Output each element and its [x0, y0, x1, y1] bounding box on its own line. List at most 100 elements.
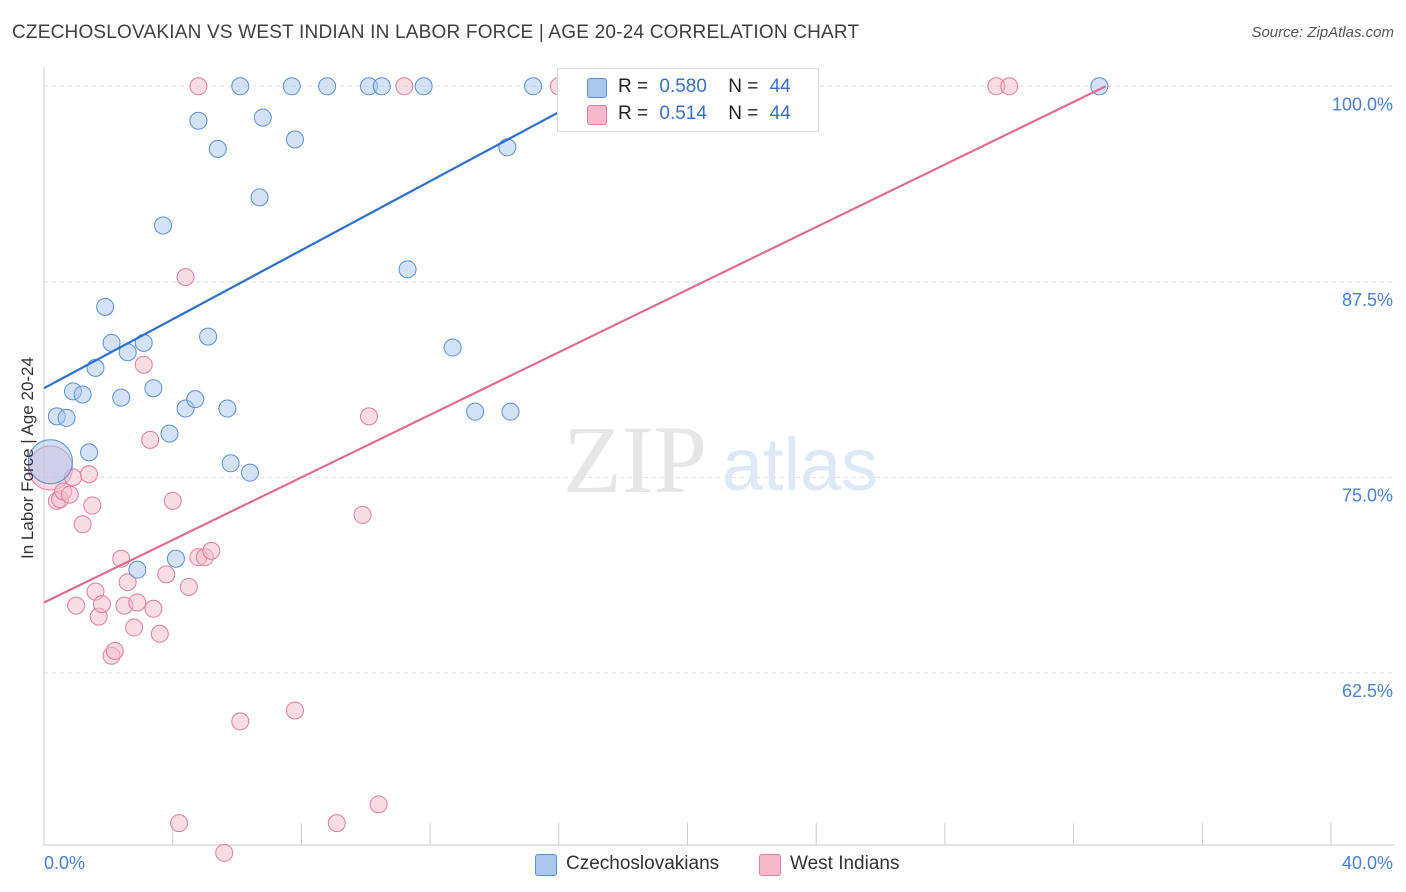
legend-swatch-pink — [587, 105, 607, 125]
legend-label-czechoslovakians: Czechoslovakians — [566, 853, 720, 874]
data-point — [73, 385, 92, 404]
legend-r-label: R = — [618, 76, 649, 97]
data-point — [253, 108, 272, 127]
legend-label-west-indians: West Indians — [790, 853, 900, 874]
data-point — [466, 402, 485, 421]
data-point — [189, 111, 208, 130]
data-point — [372, 77, 391, 96]
x-tick-labels: 0.0% 40.0% — [44, 853, 1393, 873]
data-point — [83, 496, 102, 515]
data-point — [27, 439, 73, 485]
watermark-atlas: atlas — [722, 423, 878, 506]
data-point — [282, 77, 301, 96]
data-point — [105, 642, 124, 661]
data-point — [250, 188, 269, 207]
data-point — [231, 77, 250, 96]
data-point — [369, 795, 388, 814]
data-point — [157, 565, 176, 584]
data-point — [221, 454, 240, 473]
y-tick-labels: 100.0% 87.5% 75.0% 62.5% — [1332, 94, 1393, 701]
data-point — [144, 599, 163, 618]
data-point — [501, 402, 520, 421]
data-point — [524, 77, 543, 96]
series-legend: Czechoslovakians West Indians — [0, 852, 1406, 878]
data-point — [96, 297, 115, 316]
trend-line-west-indians — [43, 85, 1107, 604]
grid — [44, 85, 1394, 674]
data-point — [414, 77, 433, 96]
data-point — [67, 596, 86, 615]
data-point — [186, 390, 205, 409]
source-credit: Source: ZipAtlas.com — [1251, 24, 1394, 41]
data-point — [443, 338, 462, 357]
chart-title: CZECHOSLOVAKIAN VS WEST INDIAN IN LABOR … — [12, 22, 860, 43]
data-point — [170, 814, 189, 833]
data-point — [73, 515, 92, 534]
data-point — [112, 388, 131, 407]
data-point — [128, 560, 147, 579]
data-point — [179, 577, 198, 596]
data-point — [189, 77, 208, 96]
legend-n-value: 44 — [769, 103, 791, 124]
x-tick-label: 0.0% — [44, 853, 85, 873]
legend-row-pink: R = 0.514 N = 44 — [618, 103, 791, 125]
legend-n-label: N = — [728, 76, 759, 97]
data-point — [240, 463, 259, 482]
data-point — [128, 593, 147, 612]
data-point — [231, 712, 250, 731]
legend-r-label: R = — [618, 103, 649, 124]
data-point — [498, 138, 517, 157]
x-tick-label: 40.0% — [1342, 853, 1393, 873]
y-axis-label: In Labor Force | Age 20-24 — [18, 357, 37, 559]
data-point — [57, 408, 76, 427]
data-point — [1000, 77, 1019, 96]
data-point — [215, 843, 234, 862]
data-point — [92, 595, 111, 614]
data-point — [199, 327, 218, 346]
y-tick-label: 87.5% — [1342, 290, 1393, 310]
correlation-legend: R = 0.580 N = 44 R = 0.514 N = 44 — [557, 68, 819, 132]
legend-n-value: 44 — [769, 76, 791, 97]
legend-r-value: 0.580 — [659, 76, 707, 97]
data-point — [176, 268, 195, 287]
data-point — [144, 379, 163, 398]
legend-n-label: N = — [728, 103, 759, 124]
data-point — [118, 573, 137, 592]
legend-r-value: 0.514 — [659, 103, 707, 124]
data-point — [60, 485, 79, 504]
data-point — [395, 77, 414, 96]
y-tick-label: 100.0% — [1332, 94, 1393, 114]
data-point — [141, 430, 160, 449]
watermark: ZIP atlas — [563, 406, 878, 513]
data-point — [327, 814, 346, 833]
y-tick-label: 62.5% — [1342, 681, 1393, 701]
data-point — [202, 541, 221, 560]
data-point — [166, 549, 185, 568]
data-point — [359, 407, 378, 426]
data-point — [163, 491, 182, 510]
y-tick-label: 75.0% — [1342, 485, 1393, 505]
data-point — [80, 465, 99, 484]
watermark-zip: ZIP — [563, 406, 707, 513]
data-point — [208, 139, 227, 158]
data-point — [154, 216, 173, 235]
legend-swatch-west-indians — [759, 854, 781, 876]
data-point — [285, 130, 304, 149]
data-point — [134, 355, 153, 374]
legend-row-blue: R = 0.580 N = 44 — [618, 76, 791, 98]
data-point — [285, 701, 304, 720]
trend-lines — [43, 85, 1107, 604]
data-point — [160, 424, 179, 443]
data-point — [398, 260, 417, 279]
data-point — [125, 618, 144, 637]
trend-line-czechoslovakians — [43, 85, 608, 390]
legend-swatch-czechoslovakians — [535, 854, 557, 876]
data-point — [150, 624, 169, 643]
data-point — [80, 443, 99, 462]
data-point — [218, 399, 237, 418]
axes — [43, 67, 1394, 846]
data-point — [86, 358, 105, 377]
data-point — [353, 505, 372, 524]
legend-swatch-blue — [587, 78, 607, 98]
